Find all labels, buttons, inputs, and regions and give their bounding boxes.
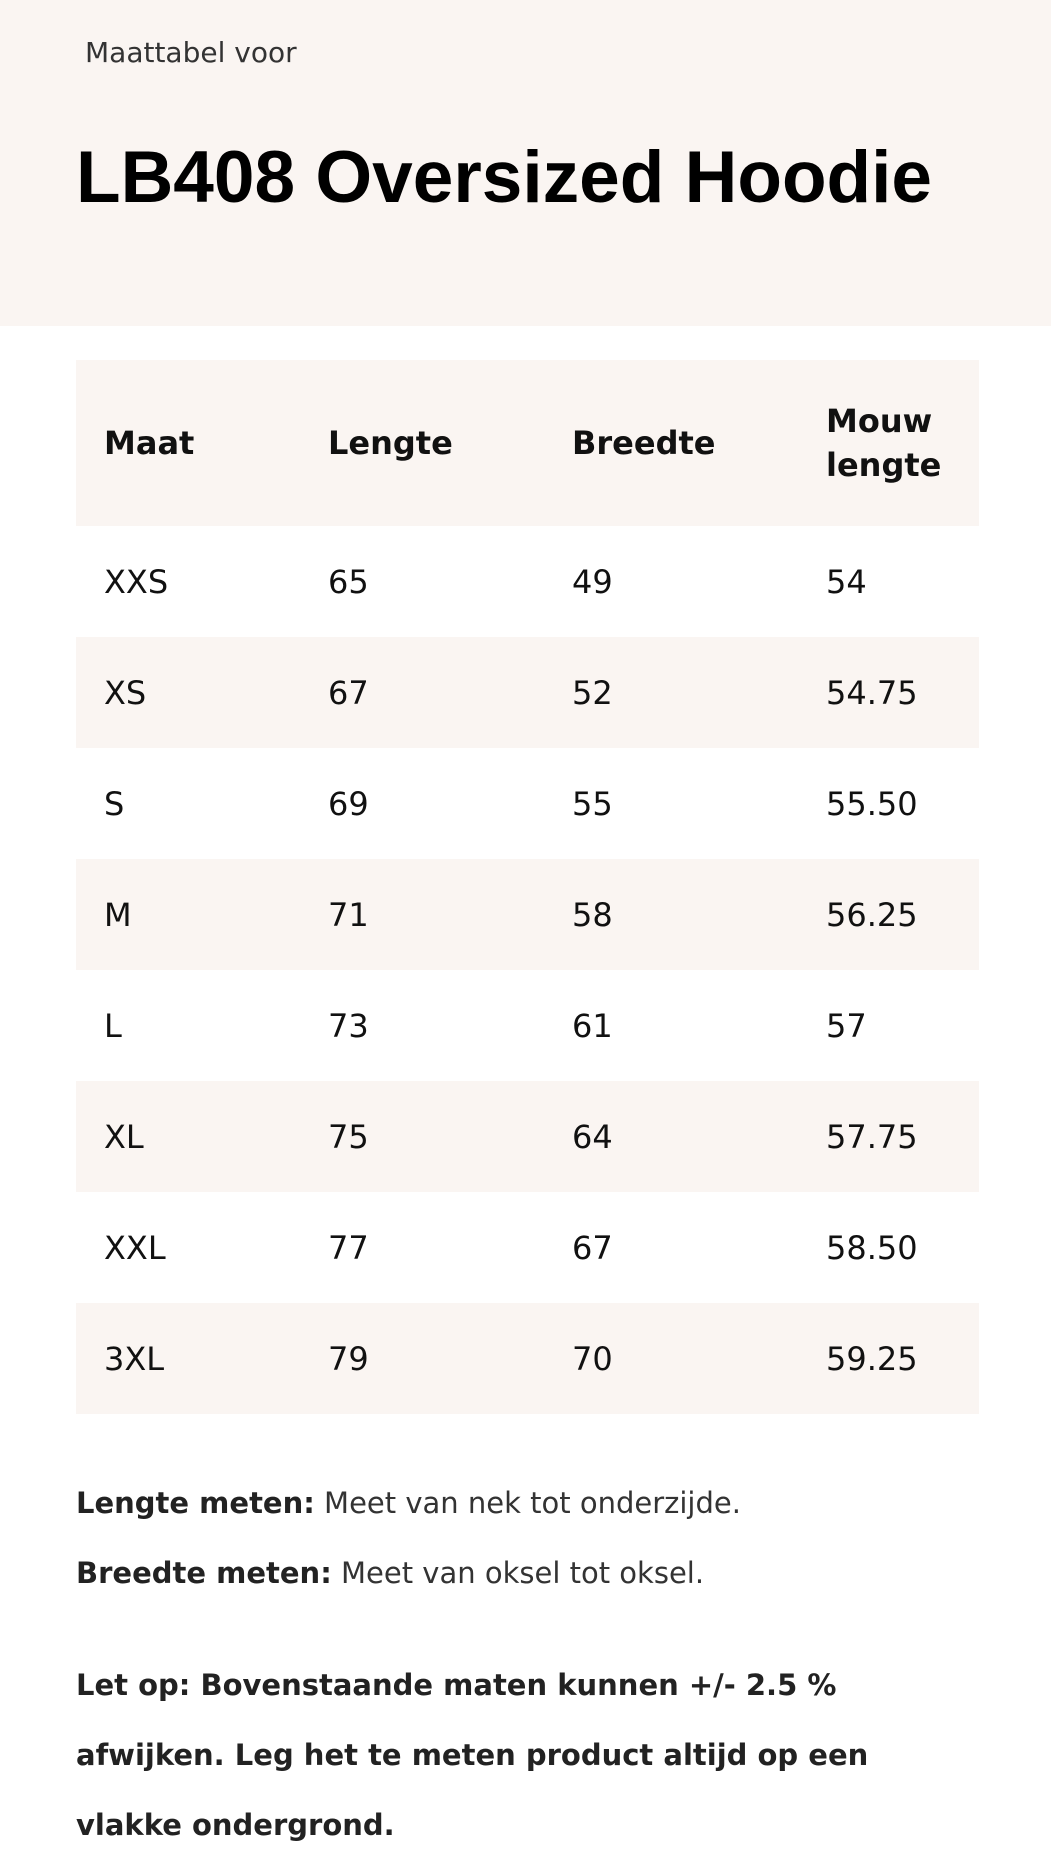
table-cell: L [104, 1006, 122, 1045]
table-cell: 54.75 [798, 637, 979, 748]
table-cell: 61 [572, 1006, 613, 1045]
table-row: XL 75 64 57.75 [76, 1081, 979, 1192]
table-cell: 49 [572, 562, 613, 601]
table-row: 3XL 79 70 59.25 [76, 1303, 979, 1414]
table-cell: 77 [328, 1228, 369, 1267]
table-cell: 57 [826, 1006, 867, 1045]
table-cell: 3XL [76, 1303, 300, 1414]
table-cell: 58.50 [826, 1228, 918, 1267]
warning-note: Let op: Bovenstaande maten kunnen +/- 2.… [76, 1668, 869, 1842]
table-cell: XL [76, 1081, 300, 1192]
length-note-text: Meet van nek tot onderzijde. [314, 1486, 741, 1520]
column-header: Maat [76, 360, 300, 526]
table-cell: XS [76, 637, 300, 748]
table-cell: 73 [328, 1006, 369, 1045]
table-cell: S [104, 784, 125, 823]
table-cell: 69 [328, 784, 369, 823]
table-row: XS 67 52 54.75 [76, 637, 979, 748]
table-row: L 73 61 57 [76, 970, 979, 1081]
table-cell: 55 [572, 784, 613, 823]
table-cell: 75 [300, 1081, 544, 1192]
table-cell: 65 [328, 562, 369, 601]
table-cell: XXL [104, 1228, 166, 1267]
table-cell: 55.50 [826, 784, 918, 823]
column-header: Mouw lengte [798, 360, 979, 526]
length-note-label: Lengte meten: [76, 1486, 315, 1520]
header-banner: Maattabel voor LB408 Oversized Hoodie [0, 0, 1051, 326]
page-title: LB408 Oversized Hoodie [76, 137, 933, 218]
table-cell: 79 [300, 1303, 544, 1414]
table-cell: 59.25 [798, 1303, 979, 1414]
table-cell: M [76, 859, 300, 970]
size-table: Maat Lengte Breedte Mouw lengte XXS 65 49 5… [76, 360, 979, 1414]
table-cell: 52 [544, 637, 798, 748]
column-header: Lengte [300, 360, 544, 526]
table-cell: 70 [544, 1303, 798, 1414]
table-cell: 67 [300, 637, 544, 748]
table-cell: 64 [544, 1081, 798, 1192]
table-cell: 54 [826, 562, 867, 601]
width-note-label: Breedte meten: [76, 1556, 332, 1590]
table-row: XXS 65 49 54 [76, 526, 979, 637]
width-note: Breedte meten: Meet van oksel tot oksel. [76, 1556, 704, 1590]
page-subtitle: Maattabel voor [85, 36, 297, 69]
table-cell: 58 [544, 859, 798, 970]
table-cell: 67 [572, 1228, 613, 1267]
table-row: XXL 77 67 58.50 [76, 1192, 979, 1303]
table-cell: XXS [104, 562, 169, 601]
width-note-text: Meet van oksel tot oksel. [331, 1556, 705, 1590]
table-cell: 71 [300, 859, 544, 970]
table-cell: 56.25 [798, 859, 979, 970]
column-header: Breedte [544, 360, 798, 526]
length-note: Lengte meten: Meet van nek tot onderzijd… [76, 1486, 741, 1520]
table-header-row: Maat Lengte Breedte Mouw lengte [76, 360, 979, 526]
table-row: M 71 58 56.25 [76, 859, 979, 970]
table-row: S 69 55 55.50 [76, 748, 979, 859]
table-cell: 57.75 [798, 1081, 979, 1192]
